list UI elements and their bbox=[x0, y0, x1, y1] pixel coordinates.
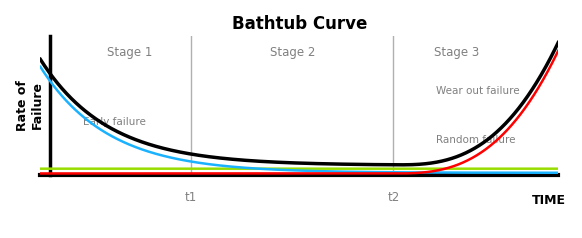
Y-axis label: Rate of
Failure: Rate of Failure bbox=[16, 80, 44, 131]
Text: Stage 2: Stage 2 bbox=[269, 46, 315, 59]
Text: Early failure: Early failure bbox=[83, 117, 146, 127]
Title: Bathtub Curve: Bathtub Curve bbox=[232, 15, 367, 33]
Text: Stage 1: Stage 1 bbox=[107, 46, 152, 59]
Text: t2: t2 bbox=[387, 192, 400, 204]
Text: t1: t1 bbox=[185, 192, 197, 204]
Text: Random failure: Random failure bbox=[436, 135, 515, 145]
Text: TIME: TIME bbox=[532, 194, 566, 207]
Text: Wear out failure: Wear out failure bbox=[436, 86, 519, 96]
Text: Stage 3: Stage 3 bbox=[434, 46, 480, 59]
